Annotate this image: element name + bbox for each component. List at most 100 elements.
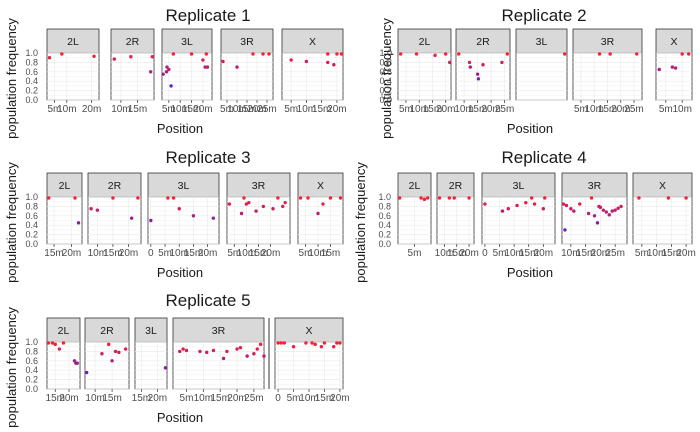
x-tick-label: 25m	[257, 104, 276, 115]
data-point	[136, 196, 140, 200]
x-tick-label: 20m	[227, 393, 246, 404]
x-tick-label: 10m	[672, 104, 691, 115]
data-point	[657, 67, 661, 72]
data-point	[541, 207, 546, 211]
x-tick-label: 20m	[330, 393, 349, 404]
facet-strip-label: 3R	[252, 180, 266, 192]
data-point	[335, 341, 339, 345]
data-point	[283, 200, 287, 205]
x-tick-label: 15m	[46, 393, 65, 404]
data-point	[687, 52, 691, 56]
facet-strip	[572, 28, 643, 54]
data-point	[326, 60, 330, 65]
data-point	[282, 341, 286, 345]
data-point	[500, 60, 504, 65]
data-point	[326, 52, 330, 56]
data-point	[532, 202, 537, 206]
x-tick-label: 15m	[103, 248, 122, 259]
data-point	[601, 208, 606, 212]
y-tick-label: 0.0	[379, 95, 392, 105]
replicate-2: Replicate 2 population frequency0.00.20.4…	[379, 6, 693, 139]
data-point	[201, 58, 205, 62]
data-point	[610, 209, 614, 213]
facet-strip-label: 2R	[100, 325, 114, 337]
data-point	[191, 214, 196, 218]
x-tick-label: 15m	[210, 393, 229, 404]
data-point	[46, 341, 51, 345]
data-point	[569, 207, 573, 211]
data-point	[481, 63, 485, 67]
data-point	[276, 196, 280, 200]
x-tick-label: 10m	[299, 393, 318, 404]
y-tick-label: 0.2	[379, 86, 392, 96]
facet-panel-3L: 3L	[515, 28, 568, 101]
data-point	[238, 345, 243, 350]
data-point	[321, 202, 325, 206]
x-tick-label: 10m	[170, 104, 189, 115]
data-point	[452, 196, 456, 200]
data-point	[166, 196, 170, 200]
y-tick-label: 0.8	[379, 57, 392, 67]
data-point	[433, 53, 437, 58]
data-point	[95, 208, 100, 212]
facet-strip	[84, 317, 130, 343]
facet-strip	[274, 317, 344, 343]
x-tick-label: 15m	[184, 248, 203, 259]
chart-title: Replicate 1	[165, 6, 250, 25]
data-point	[572, 209, 576, 213]
data-point	[291, 345, 296, 349]
y-tick-label: 1.0	[25, 192, 38, 202]
chart-title: Replicate 2	[501, 6, 586, 25]
data-point	[524, 200, 528, 205]
data-point	[129, 55, 133, 59]
x-tick-label: 5m	[158, 248, 172, 259]
data-point	[251, 52, 255, 56]
y-tick-label: 0.2	[378, 230, 391, 240]
x-tick-label: 10m	[297, 104, 316, 115]
x-tick-label: 25m	[495, 104, 514, 115]
x-tick-label: 25m	[624, 104, 643, 115]
data-point	[467, 196, 471, 200]
facet-strip-label: 2L	[58, 325, 70, 337]
x-tick-label: 5m	[574, 104, 588, 115]
data-point	[306, 196, 310, 200]
data-point	[468, 65, 473, 69]
data-point	[322, 341, 327, 345]
facet-strip	[46, 28, 100, 54]
data-point	[252, 352, 256, 356]
chart-title: Replicate 4	[501, 148, 586, 167]
data-point	[211, 216, 216, 220]
data-point	[604, 210, 609, 214]
x-tick-label: 20m	[119, 248, 138, 259]
data-point	[204, 52, 209, 56]
y-tick-label: 0.0	[25, 384, 38, 394]
data-point	[53, 342, 57, 347]
facet-strip-label: X	[659, 180, 666, 192]
data-point	[313, 342, 317, 347]
x-tick-label: 10m	[237, 248, 256, 259]
x-axis-title: Position	[157, 121, 203, 136]
data-point	[73, 196, 77, 200]
data-point	[589, 196, 594, 200]
facet-strip	[134, 317, 168, 343]
data-point	[167, 67, 171, 72]
x-tick-label: 15m	[662, 248, 681, 259]
y-tick-label: 0.8	[25, 57, 38, 67]
x-tick-label: 10m	[111, 104, 130, 115]
facet-strip	[397, 172, 432, 198]
x-tick-label: 15m	[423, 104, 442, 115]
facet-strip	[561, 172, 628, 198]
x-tick-label: 5m	[493, 248, 507, 259]
data-point	[419, 196, 423, 200]
data-point	[666, 196, 671, 200]
